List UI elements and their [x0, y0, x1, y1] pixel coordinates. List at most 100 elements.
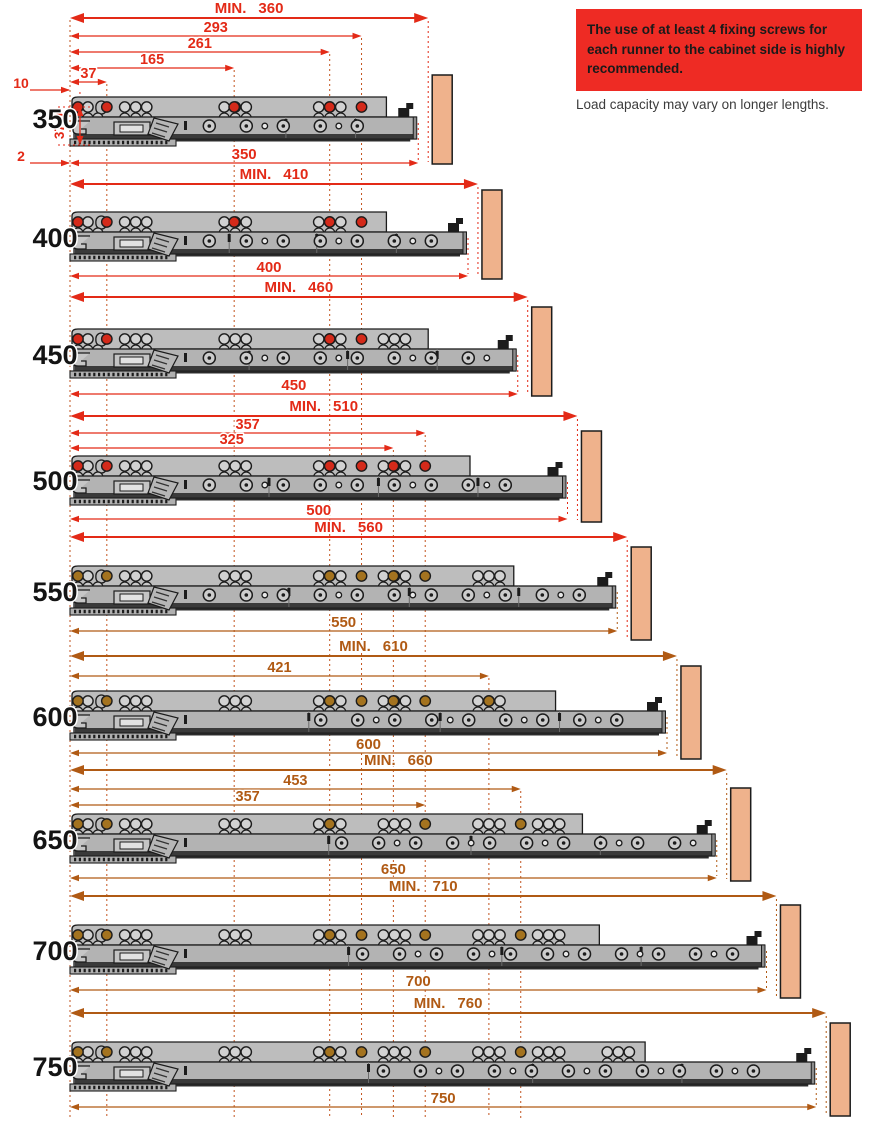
front-hook: [72, 714, 90, 729]
cabinet-panel: [630, 546, 652, 641]
dimension-357: 357: [70, 788, 426, 809]
cabinet-panel: [779, 904, 802, 999]
svg-text:500: 500: [306, 502, 331, 519]
svg-text:MIN.360: MIN. 360: [215, 0, 284, 17]
svg-text:MIN.460: MIN. 460: [264, 279, 333, 296]
rear-hook: [746, 931, 762, 945]
latch-lever: [147, 711, 179, 736]
row-label: 550: [32, 577, 77, 607]
row-label: 350: [32, 104, 77, 134]
runner-row-600: MIN. 610 421 600 600: [31, 637, 702, 760]
svg-text:450: 450: [281, 377, 306, 394]
latch-lever: [147, 834, 179, 859]
svg-text:325: 325: [220, 432, 244, 448]
dimension-length-450: 450: [70, 355, 519, 398]
dimension-min-460: MIN. 460: [70, 278, 529, 394]
svg-text:421: 421: [267, 660, 291, 676]
dimension-min-710: MIN. 710: [70, 877, 777, 996]
runner-row-450: MIN. 460 450 450: [31, 278, 553, 398]
svg-text:MIN.760: MIN. 760: [414, 995, 483, 1012]
svg-text:357: 357: [236, 789, 260, 805]
dimension-min-660: MIN. 660: [70, 751, 728, 879]
svg-text:453: 453: [283, 773, 307, 789]
latch-lever: [147, 232, 179, 257]
svg-text:293: 293: [204, 20, 228, 36]
svg-text:2: 2: [17, 148, 25, 164]
front-hook: [72, 1065, 90, 1080]
cabinet-panel: [431, 74, 453, 165]
runner-row-650: MIN. 660 453 357 650 650: [31, 751, 752, 882]
rear-hook: [597, 572, 613, 586]
row-label: 500: [32, 466, 77, 496]
dimension-height-37.9: 37.9: [51, 106, 92, 146]
rear-hook: [696, 820, 712, 834]
row-label: 450: [32, 340, 77, 370]
runner-drawing-550: [69, 565, 617, 616]
runner-drawing-700: [69, 924, 766, 975]
rear-hook: [398, 103, 414, 117]
svg-text:750: 750: [431, 1090, 456, 1107]
dimension-length-400: 400: [70, 238, 469, 280]
notice-text: The use of at least 4 fixing screws for …: [587, 22, 846, 77]
latch-lever: [147, 349, 179, 374]
svg-text:MIN.610: MIN. 610: [339, 638, 408, 655]
dimension-length-500: 500: [70, 482, 568, 523]
dimension-length-750: 750: [70, 1068, 817, 1111]
svg-text:MIN.710: MIN. 710: [389, 878, 458, 895]
dimension-min-760: MIN. 760: [70, 994, 827, 1114]
dimension-length-600: 600: [70, 717, 668, 757]
dimension-453: 453: [70, 772, 521, 793]
svg-text:600: 600: [356, 736, 381, 753]
dimension-min-360: MIN. 360: [70, 0, 429, 162]
dimension-293: 293: [70, 19, 362, 40]
latch-lever: [147, 945, 179, 970]
latch-lever: [147, 476, 179, 501]
dimension-length-650: 650: [70, 840, 718, 882]
cabinet-panel: [530, 306, 553, 397]
rear-hook: [647, 697, 662, 711]
row-label: 400: [32, 223, 77, 253]
svg-text:650: 650: [381, 861, 406, 878]
runner-row-400: MIN. 410 400 400: [31, 165, 503, 280]
svg-text:10: 10: [13, 75, 29, 91]
notice-box: The use of at least 4 fixing screws for …: [576, 9, 862, 91]
svg-text:37.9: 37.9: [52, 113, 67, 139]
runner-drawing-750: [69, 1041, 816, 1092]
row-label: 750: [32, 1052, 77, 1082]
svg-text:MIN.660: MIN. 660: [364, 752, 433, 769]
runner-drawing-400: [69, 211, 467, 262]
dimension-421: 421: [70, 659, 489, 680]
svg-text:165: 165: [140, 52, 164, 68]
runner-row-750: MIN. 760 750 750: [31, 994, 851, 1117]
cabinet-member: [71, 455, 471, 477]
front-hook: [72, 948, 90, 963]
dimension-min-510: MIN. 510: [70, 397, 578, 520]
runner-drawing-350: [69, 96, 418, 147]
runner-row-700: MIN. 710 700 700: [31, 877, 802, 999]
cabinet-panel: [829, 1022, 851, 1117]
latch-lever: [147, 117, 179, 142]
rear-hook: [796, 1048, 812, 1062]
svg-text:37: 37: [80, 66, 96, 82]
dimension-10: 10: [12, 74, 81, 107]
runner-drawing-600: [69, 690, 666, 741]
dimension-length-350: 350: [70, 123, 419, 167]
svg-text:350: 350: [232, 146, 257, 163]
cabinet-panel: [580, 430, 603, 523]
row-label: 700: [32, 936, 77, 966]
front-hook: [72, 235, 90, 250]
svg-text:700: 700: [406, 973, 431, 990]
svg-text:MIN.410: MIN. 410: [240, 166, 309, 183]
dimension-min-610: MIN. 610: [70, 637, 678, 757]
front-hook: [72, 589, 90, 604]
dimension-min-560: MIN. 560: [70, 518, 628, 638]
dimension-37: 37: [70, 65, 107, 86]
latch-lever: [147, 586, 179, 611]
cabinet-panel: [729, 787, 752, 882]
cabinet-panel: [680, 665, 702, 760]
front-hook: [72, 479, 90, 494]
